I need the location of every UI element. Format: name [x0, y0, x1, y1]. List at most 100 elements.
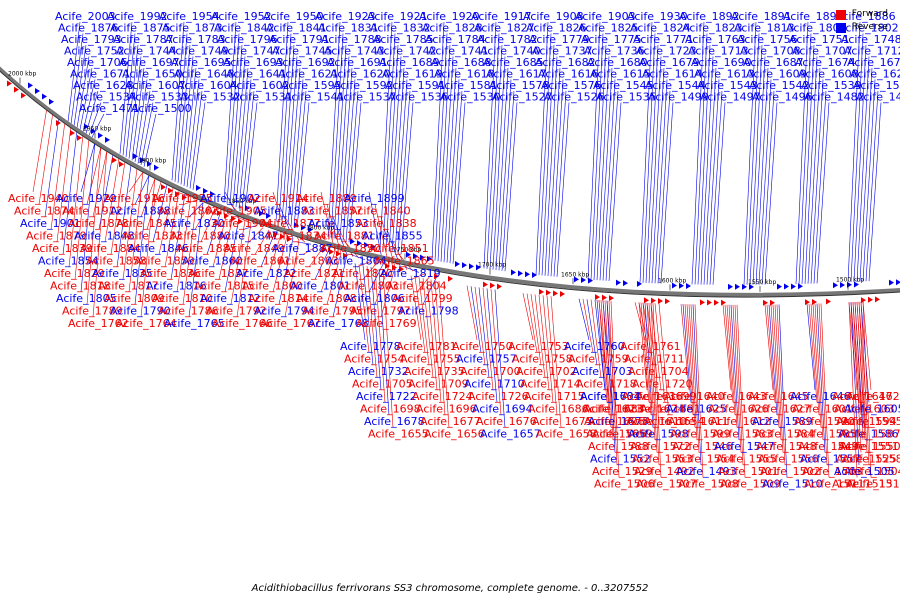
gene-connector — [522, 293, 534, 341]
gene-label: Acife_1619 — [382, 68, 443, 81]
gene-connector — [848, 302, 858, 478]
gene-label: Acife_1754 — [344, 353, 405, 366]
reverse-gene-arrow — [357, 240, 362, 247]
gene-label: Acife_1701 — [580, 390, 641, 403]
gene-connector — [541, 44, 555, 276]
forward-gene-arrow — [280, 233, 285, 240]
gene-label: Acife_1605 — [844, 403, 900, 416]
gene-label: Acife_1690 — [691, 56, 752, 69]
gene-label: Acife_1542 — [749, 79, 810, 92]
gene-connector — [350, 254, 366, 261]
gene-connector — [410, 273, 426, 280]
gene-label: Acife_1497 — [700, 91, 761, 104]
forward-gene-arrow — [644, 297, 649, 304]
gene-label: Acife_1704 — [628, 365, 689, 378]
gene-label: Acife_1694 — [472, 403, 533, 416]
gene-connector — [188, 202, 204, 218]
forward-gene-arrow — [602, 294, 607, 301]
gene-label: Acife_1538 — [853, 79, 900, 92]
gene-label: Acife_1765 — [164, 317, 225, 330]
gene-label: Acife_1608 — [798, 68, 859, 81]
gene-label: Acife_1858 — [86, 255, 147, 268]
gene-connector — [62, 130, 78, 255]
gene-label: Acife_1723 — [636, 45, 697, 58]
gene-connector — [430, 279, 442, 403]
gene-connector — [660, 102, 674, 284]
gene-connector — [547, 67, 561, 277]
gene-labels: Acife_2003Acife_1992Acife_1954Acife_1952… — [8, 10, 900, 491]
gene-connector — [176, 197, 192, 293]
gene-label: Acife_1511 — [804, 478, 865, 491]
gene-label: Acife_1920 — [419, 10, 480, 23]
forward-gene-arrow — [168, 187, 173, 194]
gene-label: Acife_1513 — [832, 478, 893, 491]
gene-connector — [856, 301, 866, 441]
gene-label: Acife_1496 — [752, 91, 813, 104]
gene-connector — [504, 102, 518, 272]
gene-connector — [182, 199, 198, 305]
gene-connector — [140, 102, 154, 166]
reverse-gene-arrow — [833, 282, 838, 289]
gene-label: Acife_1718 — [576, 378, 637, 391]
gene-connector — [490, 289, 502, 416]
gene-connector — [284, 240, 300, 318]
reverse-gene-arrow — [350, 238, 355, 245]
gene-connector — [694, 33, 708, 285]
gene-connector — [302, 245, 318, 255]
gene-label: Acife_1576 — [541, 79, 602, 92]
gene-connector — [808, 303, 818, 403]
gene-label: Acife_1769 — [356, 317, 417, 330]
forward-gene-arrow — [868, 296, 873, 303]
reverse-gene-arrow — [896, 279, 900, 286]
gene-label: Acife_1914 — [248, 192, 309, 205]
gene-label: Acife_1877 — [260, 217, 321, 230]
gene-label: Acife_1794 — [254, 305, 315, 318]
reverse-gene-arrow — [532, 272, 537, 279]
gene-connector — [254, 229, 270, 255]
forward-gene-arrow — [322, 246, 327, 253]
gene-connector — [752, 56, 766, 285]
gene-connector — [366, 266, 378, 378]
gene-label: Acife_1795 — [302, 305, 363, 318]
gene-connector — [684, 304, 694, 416]
forward-gene-arrow — [609, 295, 614, 302]
gene-label: Acife_1828 — [422, 22, 483, 35]
gene-connector — [368, 191, 384, 265]
gene-label: Acife_1892 — [679, 10, 740, 23]
gene-connector — [654, 303, 666, 403]
gene-connector — [449, 90, 463, 264]
gene-label: Acife_1526 — [544, 91, 605, 104]
gene-connector — [654, 79, 668, 284]
gene-connector — [140, 178, 156, 218]
gene-label: Acife_1904 — [212, 217, 273, 230]
reverse-gene-arrow — [91, 128, 96, 135]
gene-connector — [483, 21, 497, 269]
gene-label: Acife_1512 — [846, 478, 900, 491]
gene-connector — [134, 175, 150, 205]
gene-connector — [700, 56, 714, 285]
gene-connector — [542, 295, 554, 403]
gene-label: Acife_1546 — [672, 440, 733, 453]
label-connector-lines — [32, 21, 882, 478]
genome-caption: Acidithiobacillus ferrivorans SS3 chromo… — [251, 583, 649, 594]
gene-connector — [858, 301, 868, 453]
gene-connector — [170, 194, 186, 280]
gene-connector — [865, 90, 879, 282]
gene-label: Acife_1815 — [194, 280, 255, 293]
gene-connector — [56, 125, 72, 243]
tick-label: 1600 kbp — [658, 277, 686, 284]
gene-connector — [810, 79, 824, 284]
gene-label: Acife_1790 — [110, 305, 171, 318]
gene-label: Acife_1865 — [374, 255, 435, 268]
gene-label: Acife_1616 — [538, 68, 599, 81]
gene-label: Acife_1581 — [437, 79, 498, 92]
gene-label: Acife_1707 — [792, 45, 853, 58]
gene-connector — [278, 238, 294, 305]
tick-label: 1650 kbp — [561, 271, 589, 278]
gene-label: Acife_1655 — [368, 428, 429, 441]
gene-label: Acife_1530 — [440, 91, 501, 104]
gene-label: Acife_1741 — [428, 45, 489, 58]
forward-gene-arrow — [77, 134, 82, 141]
gene-connector — [813, 90, 827, 284]
gene-label: Acife_1529 — [592, 465, 653, 478]
